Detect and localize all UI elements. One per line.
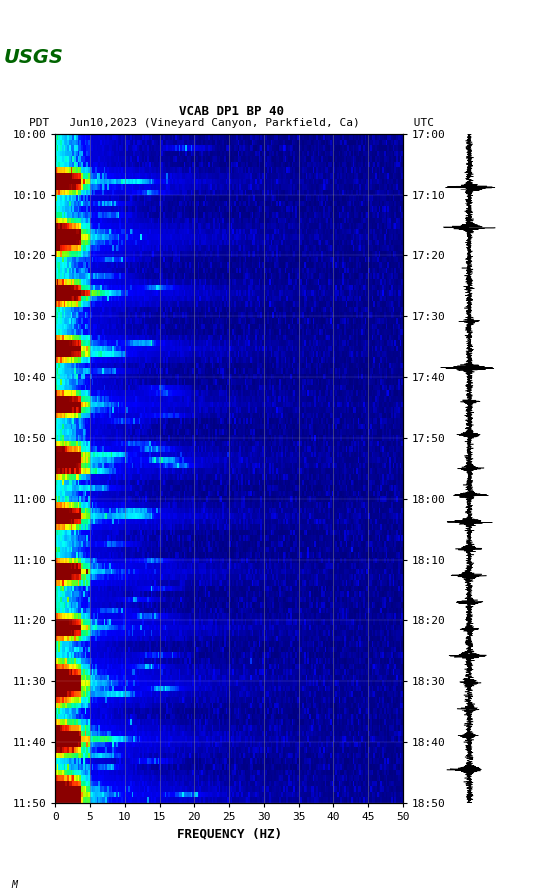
Text: M: M	[11, 880, 17, 889]
Text: USGS: USGS	[3, 48, 63, 68]
Text: PDT   Jun10,2023 (Vineyard Canyon, Parkfield, Ca)        UTC: PDT Jun10,2023 (Vineyard Canyon, Parkfie…	[29, 118, 434, 128]
X-axis label: FREQUENCY (HZ): FREQUENCY (HZ)	[177, 828, 282, 840]
Text: VCAB DP1 BP 40: VCAB DP1 BP 40	[179, 105, 284, 118]
